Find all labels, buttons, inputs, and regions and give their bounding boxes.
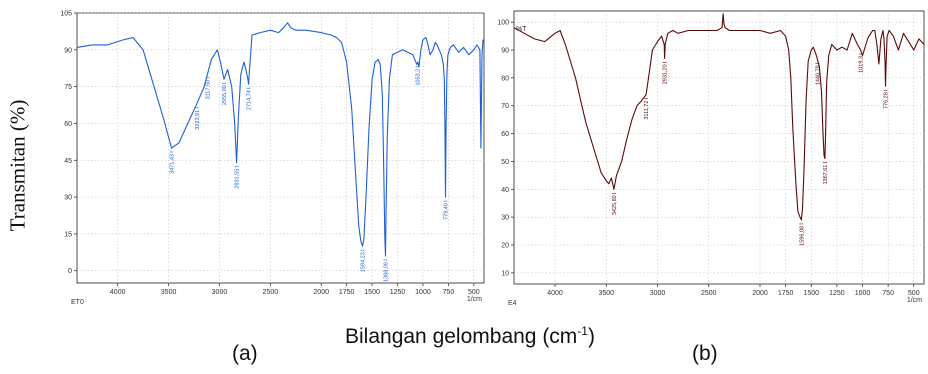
chart0-y-tick-label: 60 [64,121,72,128]
chart1-peak-label: 1019,3 [859,56,865,73]
chart0-peak-label: 3117,50 [206,80,212,99]
chart1-y-tick-label: 90 [501,48,509,55]
chart0-x-tick-label: 1750 [339,289,355,296]
chart1-x-tick-label: 1750 [778,290,794,297]
ir-spectrum-a: 4000 3500 3000 2500 2000 1750 1500 1250 1000 750 5… [60,11,485,306]
chart0-x-tick-label: 3000 [212,289,228,296]
chart0-y-tick-label: 90 [64,47,72,54]
chart0-x-tick-label: 4000 [110,289,126,296]
chart0-peak-label: 2955,00 [222,85,228,105]
chart0-y-tick-label: 45 [64,158,72,165]
chart0-peak-label: 1368,09 [384,262,390,282]
chart0-peak-label: 2714,74 [247,90,253,110]
chart0-spectrum-line [76,22,485,257]
panel-label-a: (a) [232,342,258,365]
chart0-y-tick-label: 0 [68,268,72,275]
chart1-peak-label: 776,28 [883,92,889,109]
chart1-y-tick-label: 30 [501,215,509,222]
chart1-spectrum-line [513,13,925,221]
chart0-plot-frame [76,12,485,284]
x-axis-title: Bilangan gelombang (cm-1) [345,324,595,349]
chart0-x-tick-label: 1250 [390,289,406,296]
chart1-y-tick-label: 80 [501,75,509,82]
chart0-peak-label: 3223,91 [195,110,201,130]
chart1-x-tick-label: 4000 [547,290,563,297]
chart0-peak-label: 1594,23 [361,252,367,272]
chart0-x-tick-label: 750 [443,289,455,296]
chart1-y-tick-label: 70 [501,103,509,110]
y-axis-title: Transmitan (%) [0,60,36,270]
chart1-peak-label: 3111,72 [644,101,650,120]
chart1-peak-label: 1596,08 [799,226,805,246]
chart1-y-tick-label: 50 [501,159,509,166]
chart1-x-tick-label: 750 [882,290,894,297]
chart0-x-unit-label: 1/cm [467,296,482,303]
chart0-peak-label: 1053,2 [416,69,422,86]
chart1-y-unit-label: %T [516,26,527,33]
chart1-x-tick-label: 2000 [752,290,768,297]
chart1-peak-label: 1367,61 [823,165,829,185]
chart1-x-tick-label: 2500 [701,290,717,297]
chart1-peak-label: 1440,78 [815,65,821,85]
chart0-peak-label: 3471,43 [170,154,176,174]
chart1-x-tick-label: 1250 [829,290,845,297]
chart0-sample-label: ET0 [71,299,84,306]
chart0-y-tick-label: 15 [64,231,72,238]
chart1-y-tick-label: 100 [497,20,509,27]
chart1-sample-label: E4 [508,300,517,307]
chart0-y-tick-label: 75 [64,84,72,91]
chart1-y-tick-label: 40 [501,187,509,194]
chart1-y-tick-label: 60 [501,131,509,138]
chart0-x-tick-label: 500 [468,289,480,296]
chart1-peak-label: 2931,20 [663,64,669,84]
x-axis-title-text: Bilangan gelombang (cm [345,325,578,348]
chart0-x-tick-label: 2500 [263,289,279,296]
x-axis-title-end: ) [587,325,595,348]
chart1-plot-frame [513,10,925,285]
chart1-y-tick-label: 20 [501,243,509,250]
ir-spectrum-b: 4000 3500 3000 2500 2000 1750 1500 1250 1000 750 5… [497,10,925,307]
chart0-x-tick-label: 2000 [313,289,329,296]
chart1-y-tick-label: 10 [501,270,509,277]
chart0-x-tick-label: 1000 [415,289,431,296]
chart1-x-tick-label: 3000 [650,290,666,297]
chart0-peak-label: 778,40 [444,203,450,220]
chart1-x-tick-label: 3500 [598,290,614,297]
panel-label-b: (b) [692,342,718,365]
chart0-peak-label: 2831,55 [235,169,241,189]
chart1-x-tick-label: 1500 [803,290,819,297]
y-axis-title-text: Transmitan (%) [5,99,30,231]
chart0-y-tick-label: 105 [60,11,72,18]
chart1-x-tick-label: 1000 [855,290,871,297]
chart1-x-tick-label: 500 [908,290,920,297]
chart1-x-unit-label: 1/cm [907,297,922,304]
x-axis-title-sup: -1 [577,324,588,338]
chart0-x-tick-label: 1500 [364,289,380,296]
chart1-peak-label: 3425,60 [612,195,618,215]
chart0-y-tick-label: 30 [64,195,72,202]
chart0-x-tick-label: 3500 [161,289,177,296]
